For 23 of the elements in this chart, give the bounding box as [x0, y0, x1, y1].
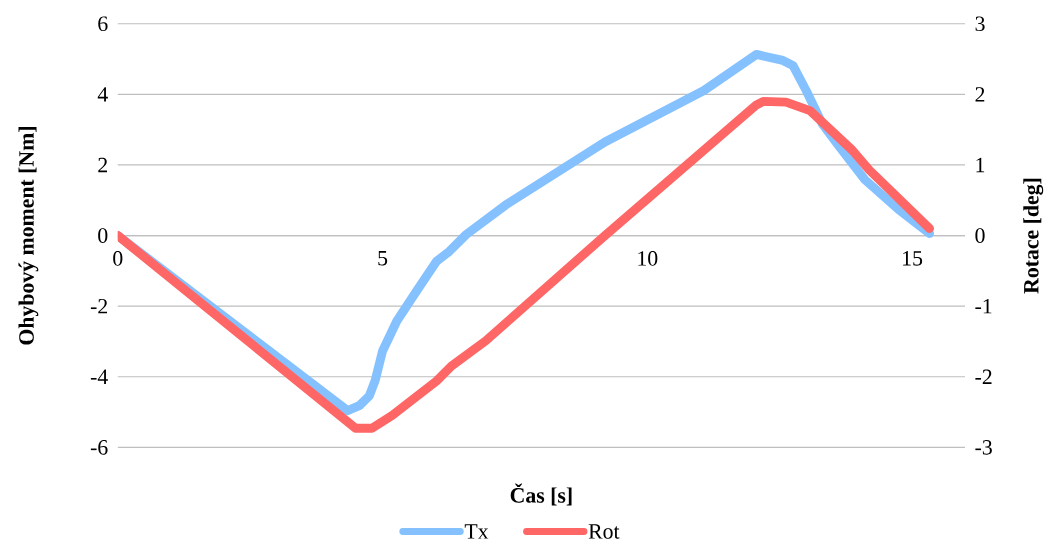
y-axis-title: Ohybový moment [Nm]	[18, 126, 39, 345]
y2-tick-label: 0	[975, 228, 985, 243]
legend-label: Rot	[588, 524, 620, 539]
y2-tick-label: 1	[976, 157, 985, 172]
y2-tick-label: -3	[975, 439, 992, 455]
y2-axis-title: Rotace [deg]	[1023, 178, 1044, 294]
y-tick-label: -2	[90, 298, 108, 314]
y2-tick-label: 2	[975, 86, 985, 102]
y-tick-label: 6	[98, 16, 108, 31]
y2-tick-label: -2	[975, 369, 992, 384]
x-tick-label: 10	[638, 250, 658, 266]
legend-label: Tx	[464, 524, 489, 539]
x-tick-label: 5	[378, 250, 388, 266]
y-tick-label: -6	[90, 439, 108, 455]
y-tick-label: -4	[90, 369, 108, 384]
x-tick-label: 0	[113, 250, 123, 266]
x-tick-label: 15	[903, 250, 923, 266]
y2-tick-label: 3	[975, 16, 985, 31]
y-tick-label: 4	[97, 87, 108, 102]
y-tick-label: 2	[98, 157, 108, 172]
y-tick-label: 0	[98, 228, 108, 243]
y2-tick-label: -1	[975, 298, 992, 314]
x-axis-title: Čas [s]	[510, 483, 572, 506]
